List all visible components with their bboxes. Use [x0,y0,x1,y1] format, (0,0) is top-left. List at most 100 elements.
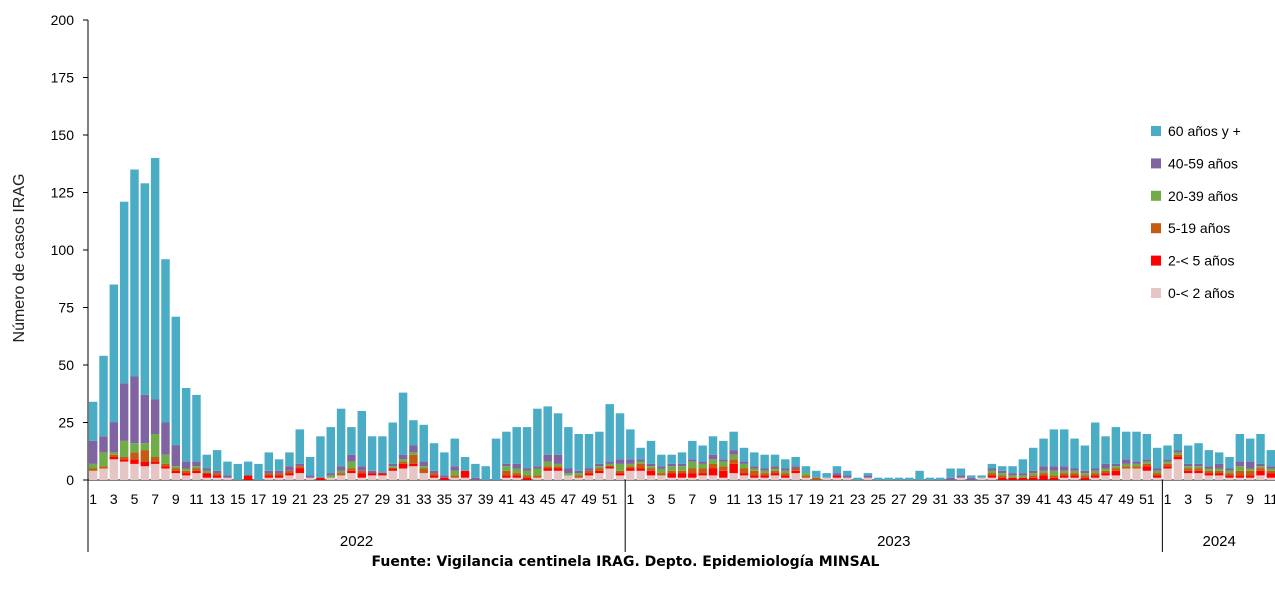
bar-segment [378,475,387,480]
bar-segment [140,443,150,451]
x-week-label: 7 [688,491,696,507]
x-week-label: 15 [230,491,246,507]
bar-segment [1235,470,1245,476]
bar-segment [512,475,521,478]
bar-segment [1121,431,1131,460]
bar-segment [801,466,811,474]
legend-swatch [1151,126,1161,136]
bar-segment [140,450,150,462]
bar-segment [1070,473,1079,476]
bar-segment [977,475,986,478]
bar-segment [1266,450,1275,467]
bar-segment [150,461,160,464]
bar-segment [409,452,418,455]
bar-segment [553,454,563,464]
year-label: 2022 [340,533,373,550]
bar-segment [88,401,98,441]
bar-segment [171,473,181,480]
bar-segment [1132,431,1141,462]
bar-segment [750,470,759,476]
bar-segment [1101,470,1110,474]
bar-segment [192,394,201,462]
bar-segment [760,468,769,471]
bar-segment [574,475,583,478]
bar-segment [512,477,521,480]
bar-segment [626,470,635,480]
bar-segment [1235,466,1245,471]
bar-segment [615,470,625,474]
bar-segment [150,434,160,457]
bar-segment [1142,463,1152,467]
bar-segment [1214,463,1224,469]
bar-segment [388,470,397,480]
bar-segment [440,452,449,476]
bar-segment [388,466,397,469]
bar-segment [181,461,191,469]
bar-segment [1163,466,1172,469]
bar-segment [636,447,645,460]
bar-segment [998,470,1007,474]
bar-segment [698,468,707,474]
x-week-label: 5 [668,491,676,507]
bar-segment [1059,473,1069,476]
bar-segment [832,466,842,474]
bar-segment [739,461,749,464]
bar-segment [1059,429,1069,467]
bar-segment [419,468,428,474]
legend-label: 0-< 2 años [1168,285,1235,301]
x-week-label: 9 [172,491,180,507]
bar-segment [1111,427,1121,464]
bar-segment [161,259,170,423]
bar-segment [1101,463,1110,469]
bar-segment [502,477,511,480]
bar-segment [150,457,160,462]
bar-segment [708,468,718,476]
x-week-label: 39 [478,491,494,507]
bar-segment [502,466,511,471]
bar-segment [946,468,955,478]
bar-segment [636,463,645,469]
x-year-labels: 2022 2023 2024 [87,480,1236,552]
bar-segment [429,443,439,471]
bar-segment [574,477,583,480]
bar-segment [1111,466,1121,469]
bar-segment [450,470,459,476]
bar-segment [729,459,738,464]
bar-segment [88,468,98,471]
bar-segment [357,477,366,480]
bar-segment [1132,468,1141,480]
bar-segment [688,440,697,460]
bar-segment [791,466,800,469]
bar-segment [1080,477,1090,480]
bar-segment [264,452,274,471]
bar-segment [347,454,356,462]
x-week-label: 23 [850,491,866,507]
bar-segment [719,466,728,471]
bar-segment [1070,477,1079,480]
bar-segment [285,466,294,471]
legend-swatch [1151,288,1161,298]
bar-segment [863,475,873,478]
bar-segment [181,473,191,476]
bar-segment [719,461,728,467]
bar-segment [739,447,749,462]
bar-segment [1163,459,1172,462]
bar-segment [698,461,707,464]
bar-segment [285,452,294,467]
bar-segment [398,461,408,464]
bar-segment [1225,473,1234,476]
bar-segment [605,468,614,480]
x-week-label: 27 [891,491,907,507]
bar-segment [274,473,284,476]
x-week-label: 3 [110,491,118,507]
bar-segment [1029,475,1038,478]
bar-segment [987,475,997,478]
bar-segment [646,468,656,471]
bar-segment [285,473,294,476]
bar-segment [109,454,119,457]
bar-segment [863,477,873,480]
bar-segment [1245,477,1255,480]
bar-segment [274,477,284,480]
bar-segment [171,470,181,474]
bar-segment [1111,468,1121,471]
